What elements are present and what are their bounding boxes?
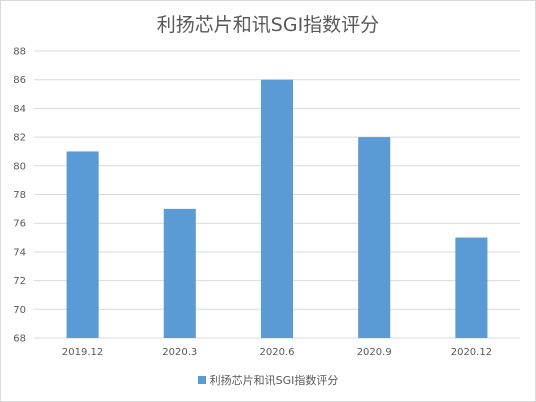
chart-title: 利扬芯片和讯SGI指数评分 [156, 14, 380, 36]
bar-2019.12 [66, 151, 99, 338]
legend-swatch [197, 376, 206, 384]
y-tick-label-70: 70 [13, 305, 26, 316]
bar-2020.12 [455, 237, 488, 338]
y-tick-label-72: 72 [13, 276, 26, 287]
x-tick-label-2020.9: 2020.9 [357, 347, 392, 358]
legend-label: 利扬芯片和讯SGI指数评分 [209, 374, 339, 387]
bar-2020.3 [163, 208, 196, 338]
bar-2020.9 [358, 137, 391, 338]
y-tick-label-80: 80 [13, 161, 26, 172]
y-tick-label-68: 68 [13, 334, 26, 345]
x-tick-label-2020.3: 2020.3 [162, 347, 197, 358]
legend: 利扬芯片和讯SGI指数评分 [0, 372, 536, 388]
y-axis-ticks: 68 70 72 74 76 78 80 82 84 86 88 [13, 47, 26, 345]
y-tick-label-76: 76 [13, 219, 26, 230]
x-tick-label-2020.12: 2020.12 [451, 347, 492, 358]
y-tick-label-86: 86 [13, 75, 26, 86]
x-tick-label-2020.6: 2020.6 [260, 347, 295, 358]
bar-2020.6 [260, 79, 294, 338]
y-tick-label-84: 84 [13, 104, 26, 115]
x-tick-label-2019.12: 2019.12 [62, 347, 103, 358]
y-tick-label-78: 78 [13, 190, 26, 201]
y-tick-label-74: 74 [13, 247, 26, 258]
bars [66, 79, 488, 338]
x-axis-ticks: 2019.12 2020.3 2020.6 2020.9 2020.12 [62, 347, 492, 358]
y-tick-label-82: 82 [13, 133, 26, 144]
y-tick-label-88: 88 [13, 47, 26, 58]
